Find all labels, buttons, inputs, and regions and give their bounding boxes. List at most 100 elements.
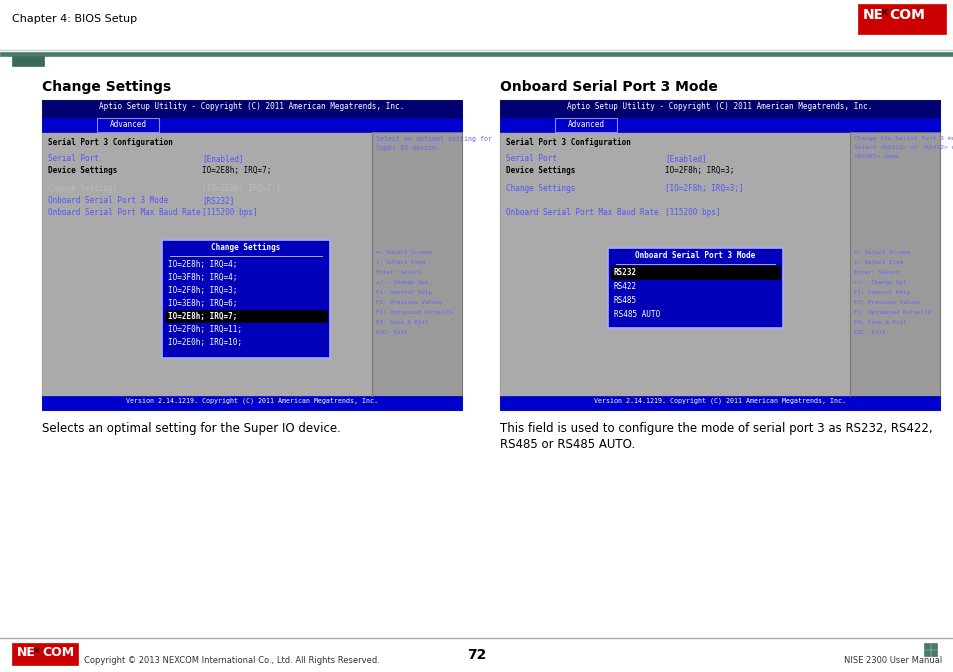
- Bar: [0, 638, 953, 672]
- Bar: [499, 132, 849, 396]
- Bar: [0, 0, 953, 50]
- Bar: [97, 118, 159, 132]
- Text: IO=2F0h; IRQ=11;: IO=2F0h; IRQ=11;: [168, 325, 242, 334]
- Bar: [372, 132, 461, 396]
- Bar: [499, 100, 939, 410]
- Text: +/-: Change Opt.: +/-: Change Opt.: [375, 280, 432, 285]
- Text: 72: 72: [467, 648, 486, 662]
- Bar: [499, 118, 939, 132]
- Text: ✕: ✕: [879, 8, 888, 18]
- Bar: [607, 248, 782, 328]
- Text: F3: Optimized Defaults: F3: Optimized Defaults: [375, 310, 453, 315]
- Bar: [923, 643, 929, 649]
- Text: Serial Port: Serial Port: [505, 154, 557, 163]
- Text: IO=3F8h; IRQ=4;: IO=3F8h; IRQ=4;: [168, 273, 237, 282]
- Bar: [555, 118, 617, 132]
- Text: Advanced: Advanced: [567, 120, 604, 129]
- Text: F4: Save & Exit: F4: Save & Exit: [375, 320, 428, 325]
- Text: Serial Port: Serial Port: [48, 154, 99, 163]
- Text: Device Settings: Device Settings: [505, 166, 575, 175]
- Text: [IO=2E8h; IRQ=7;]: [IO=2E8h; IRQ=7;]: [202, 184, 280, 193]
- Text: Change Settings: Change Settings: [42, 80, 171, 94]
- Text: [IO=2F8h; IRQ=3;]: [IO=2F8h; IRQ=3;]: [664, 184, 742, 193]
- Text: <RS485> mode: <RS485> mode: [853, 154, 898, 159]
- Text: F2: Previous Values: F2: Previous Values: [375, 300, 442, 305]
- Text: ↕: Select Item: ↕: Select Item: [375, 260, 424, 265]
- Text: F2: Previous Values: F2: Previous Values: [853, 300, 920, 305]
- Text: F3: Optimized Defaults: F3: Optimized Defaults: [853, 310, 930, 315]
- Text: Device Settings: Device Settings: [48, 166, 117, 175]
- Text: Enter: Select: Enter: Select: [853, 270, 899, 275]
- Text: Onboard Serial Port Max Baud Rate: Onboard Serial Port Max Baud Rate: [48, 208, 200, 217]
- Text: F1: General Help: F1: General Help: [375, 290, 432, 295]
- Bar: [0, 52, 953, 56]
- Text: Change Settings: Change Settings: [505, 184, 575, 193]
- Text: Change the Serial Port 3 mode.: Change the Serial Port 3 mode.: [853, 136, 953, 141]
- Text: [115200 bps]: [115200 bps]: [202, 208, 257, 217]
- Text: [115200 bps]: [115200 bps]: [664, 208, 720, 217]
- Text: RS485: RS485: [614, 296, 637, 305]
- Text: RS485 or RS485 AUTO.: RS485 or RS485 AUTO.: [499, 438, 635, 451]
- Text: Selects an optimal setting for the Super IO device.: Selects an optimal setting for the Super…: [42, 422, 340, 435]
- Bar: [42, 100, 461, 410]
- Bar: [930, 643, 936, 649]
- Text: Version 2.14.1219. Copyright (C) 2011 American Megatrends, Inc.: Version 2.14.1219. Copyright (C) 2011 Am…: [126, 398, 377, 405]
- Text: IO=2E8h; IRQ=4;: IO=2E8h; IRQ=4;: [168, 260, 237, 269]
- Text: Onboard Serial Port 3 Mode: Onboard Serial Port 3 Mode: [505, 196, 625, 205]
- Bar: [857, 4, 945, 34]
- Text: NE: NE: [17, 646, 36, 659]
- Bar: [42, 396, 461, 410]
- Bar: [42, 100, 461, 118]
- Text: Serial Port 3 Configuration: Serial Port 3 Configuration: [48, 138, 172, 147]
- Text: [RS232]: [RS232]: [202, 196, 234, 205]
- Text: Select <RS232> or <RS422> or: Select <RS232> or <RS422> or: [853, 145, 953, 150]
- Text: Enter: Select: Enter: Select: [375, 270, 421, 275]
- Text: F4: Save & Exit: F4: Save & Exit: [853, 320, 905, 325]
- Text: Advanced: Advanced: [110, 120, 147, 129]
- Text: IO=2F8h; IRQ=3;: IO=2F8h; IRQ=3;: [168, 286, 237, 295]
- Bar: [930, 650, 936, 656]
- Text: ESC: Exit: ESC: Exit: [853, 330, 884, 335]
- Text: NISE 2300 User Manual: NISE 2300 User Manual: [842, 656, 941, 665]
- Text: Super IO device.: Super IO device.: [375, 145, 439, 151]
- Text: F1: General Help: F1: General Help: [853, 290, 909, 295]
- Text: Aptio Setup Utility - Copyright (C) 2011 American Megatrends, Inc.: Aptio Setup Utility - Copyright (C) 2011…: [567, 102, 872, 111]
- Bar: [42, 132, 372, 396]
- Text: +/-: Change Opt.: +/-: Change Opt.: [853, 280, 909, 285]
- Bar: [162, 240, 330, 358]
- Text: NE: NE: [862, 8, 883, 22]
- Bar: [12, 56, 44, 66]
- Text: Onboard Serial Port 3 Mode: Onboard Serial Port 3 Mode: [48, 196, 168, 205]
- Text: Onboard Serial Port 3 Mode: Onboard Serial Port 3 Mode: [634, 251, 755, 260]
- Text: Select an optimal setting for: Select an optimal setting for: [375, 136, 492, 142]
- Text: Copyright © 2013 NEXCOM International Co., Ltd. All Rights Reserved.: Copyright © 2013 NEXCOM International Co…: [84, 656, 379, 665]
- Text: Chapter 4: BIOS Setup: Chapter 4: BIOS Setup: [12, 14, 137, 24]
- Bar: [42, 118, 461, 132]
- Text: ✕: ✕: [33, 646, 41, 656]
- Bar: [12, 643, 78, 665]
- Text: IO=2F8h; IRQ=3;: IO=2F8h; IRQ=3;: [664, 166, 734, 175]
- Text: Aptio Setup Utility - Copyright (C) 2011 American Megatrends, Inc.: Aptio Setup Utility - Copyright (C) 2011…: [99, 102, 404, 111]
- Text: ↔: Select Screen: ↔: Select Screen: [375, 250, 432, 255]
- Bar: [923, 650, 929, 656]
- Text: IO=3E8h; IRQ=6;: IO=3E8h; IRQ=6;: [168, 299, 237, 308]
- Bar: [849, 132, 939, 396]
- Text: ↕: Select Item: ↕: Select Item: [853, 260, 902, 265]
- Text: ↔: Select Screen: ↔: Select Screen: [853, 250, 909, 255]
- Text: RS232: RS232: [614, 268, 637, 277]
- Text: [RS232]: [RS232]: [664, 196, 697, 205]
- Text: RS485 AUTO: RS485 AUTO: [614, 310, 659, 319]
- Bar: [165, 310, 327, 322]
- Text: Version 2.14.1219. Copyright (C) 2011 American Megatrends, Inc.: Version 2.14.1219. Copyright (C) 2011 Am…: [594, 398, 845, 405]
- Bar: [499, 396, 939, 410]
- Text: IO=2E0h; IRQ=10;: IO=2E0h; IRQ=10;: [168, 338, 242, 347]
- Text: [Enabled]: [Enabled]: [664, 154, 706, 163]
- Text: Serial Port 3 Configuration: Serial Port 3 Configuration: [505, 138, 630, 147]
- Bar: [610, 266, 780, 279]
- Text: Change Settings: Change Settings: [48, 184, 117, 193]
- Text: [Enabled]: [Enabled]: [202, 154, 243, 163]
- Text: ESC: Exit: ESC: Exit: [375, 330, 407, 335]
- Text: This field is used to configure the mode of serial port 3 as RS232, RS422,: This field is used to configure the mode…: [499, 422, 932, 435]
- Text: Change Settings: Change Settings: [212, 243, 280, 252]
- Text: COM: COM: [888, 8, 923, 22]
